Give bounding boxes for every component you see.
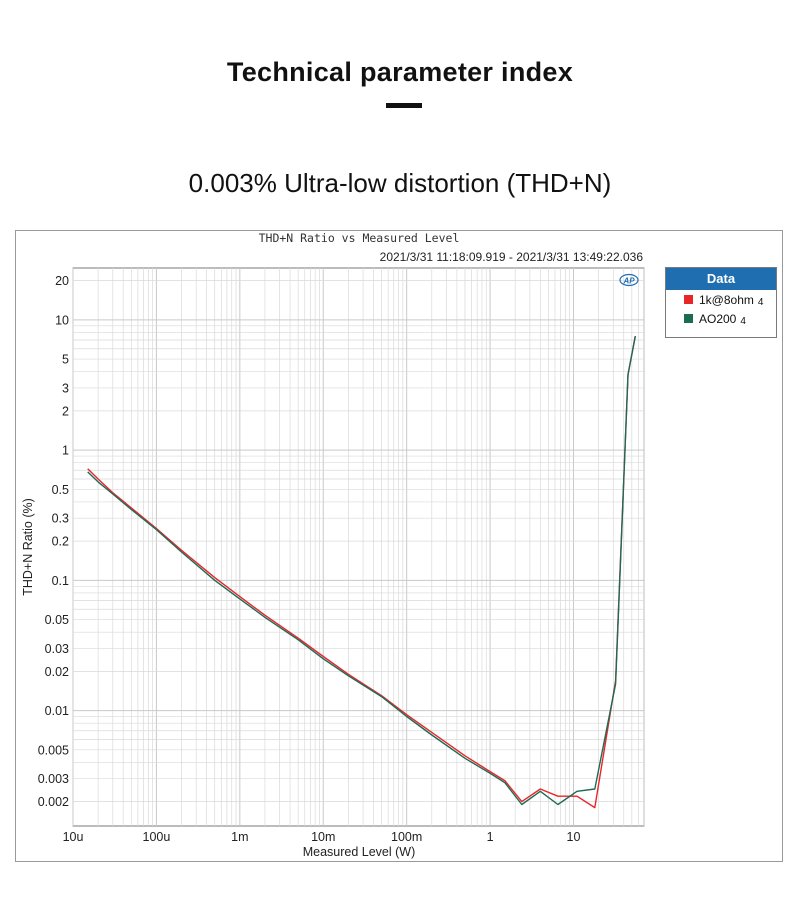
y-tick-label: 0.3 bbox=[52, 512, 69, 526]
page-subtitle: 0.003% Ultra-low distortion (THD+N) bbox=[188, 168, 612, 198]
y-tick-label: 0.003 bbox=[38, 772, 69, 786]
x-tick-label: 10u bbox=[63, 830, 84, 844]
series-line-ao200 bbox=[87, 335, 636, 806]
legend-item-suffix: 4 bbox=[740, 316, 746, 327]
x-axis-label: Measured Level (W) bbox=[303, 845, 416, 859]
y-tick-label: 0.03 bbox=[45, 642, 69, 656]
chart-legend: Data 1k@8ohm 4 AO200 4 bbox=[665, 267, 777, 338]
legend-item-ao200[interactable]: AO200 4 bbox=[666, 309, 776, 328]
y-tick-label: 10 bbox=[55, 313, 69, 327]
series-lines bbox=[87, 335, 636, 809]
x-tick-label: 100m bbox=[391, 830, 422, 844]
plot-area bbox=[72, 267, 645, 827]
y-tick-label: 2 bbox=[62, 404, 69, 418]
title-underline bbox=[386, 103, 422, 108]
legend-item-label: AO200 bbox=[699, 311, 737, 326]
legend-header: Data bbox=[666, 268, 776, 290]
svg-text:AP: AP bbox=[622, 277, 635, 286]
x-tick-label: 10m bbox=[311, 830, 335, 844]
grid-lines bbox=[72, 268, 645, 826]
x-tick-label: 1m bbox=[231, 830, 248, 844]
y-tick-label: 0.02 bbox=[45, 665, 69, 679]
y-tick-label: 3 bbox=[62, 381, 69, 395]
legend-item-suffix: 4 bbox=[757, 297, 764, 308]
legend-swatch-red bbox=[684, 295, 693, 304]
y-tick-label: 0.05 bbox=[45, 613, 69, 627]
page-title: Technical parameter index bbox=[226, 57, 574, 87]
y-tick-label: 0.1 bbox=[52, 574, 69, 588]
x-tick-label: 1 bbox=[487, 830, 494, 844]
chart-subtitle: 2021/3/31 11:18:09.919 - 2021/3/31 13:49… bbox=[380, 250, 644, 264]
y-tick-label: 5 bbox=[62, 353, 69, 367]
y-tick-label: 0.5 bbox=[52, 483, 69, 497]
tick-labels: 10u 100u 1m 10m 100m 1 10 20 10 5 3 2 1 0.5 0.3 0.2 0.1 0… bbox=[38, 274, 581, 844]
y-tick-label: 0.005 bbox=[38, 743, 69, 757]
x-tick-label: 10 bbox=[567, 830, 581, 844]
legend-swatch-green bbox=[684, 314, 693, 323]
x-tick-label: 100u bbox=[143, 830, 171, 844]
y-tick-label: 0.01 bbox=[45, 704, 69, 718]
y-tick-label: 0.2 bbox=[52, 535, 69, 549]
legend-item-label: 1k@8ohm bbox=[699, 292, 754, 307]
ap-logo-icon: AP bbox=[619, 273, 639, 287]
y-tick-label: 20 bbox=[55, 274, 69, 288]
y-axis-label: THD+N Ratio (%) bbox=[21, 498, 35, 596]
chart-title: THD+N Ratio vs Measured Level bbox=[259, 231, 460, 245]
legend-item-1k8ohm[interactable]: 1k@8ohm 4 bbox=[666, 290, 776, 309]
y-tick-label: 0.002 bbox=[38, 795, 69, 809]
series-line-1k8ohm bbox=[87, 335, 636, 809]
y-tick-label: 1 bbox=[62, 444, 69, 458]
